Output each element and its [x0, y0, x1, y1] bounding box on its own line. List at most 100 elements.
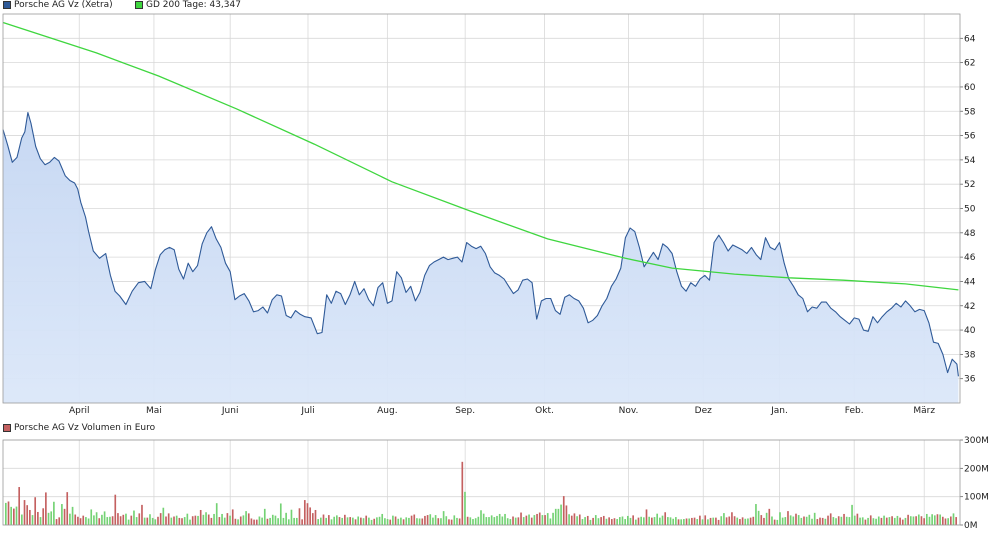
volume-bar [18, 487, 21, 525]
volume-bar [784, 517, 787, 525]
volume-bar [314, 509, 317, 525]
volume-bar [429, 514, 432, 525]
legend-volume: Porsche AG Vz Volumen in Euro [3, 423, 155, 433]
volume-bar [565, 505, 568, 525]
volume-bar [445, 516, 448, 525]
volume-bar [250, 518, 253, 525]
volume-bar [933, 515, 936, 525]
volume-y-tick-label: 300M [964, 436, 989, 446]
price-x-tick-label: April [69, 406, 90, 416]
volume-bar [605, 518, 608, 525]
volume-bar [344, 514, 346, 525]
volume-bar [95, 512, 98, 525]
volume-bar [594, 515, 597, 525]
volume-bar [530, 517, 533, 525]
volume-bar [584, 517, 586, 525]
volume-bar [888, 517, 891, 525]
volume-y-tick-label: 100M [964, 493, 989, 503]
volume-bar [909, 516, 912, 525]
volume-bar [466, 516, 469, 525]
volume-bar [101, 514, 103, 525]
volume-bar [90, 509, 93, 525]
volume-bar [218, 517, 221, 525]
volume-bar [893, 517, 896, 525]
volume-bar [880, 517, 883, 525]
volume-bar [205, 512, 207, 525]
volume-bar [853, 515, 856, 525]
volume-bar [271, 514, 274, 525]
volume-bar [568, 514, 570, 525]
volume-bar [573, 513, 576, 525]
volume-bar [183, 517, 186, 525]
price-x-tick-label: Aug. [377, 406, 397, 416]
volume-bar [10, 506, 12, 525]
volume-bar [381, 513, 384, 525]
volume-bar [677, 519, 680, 525]
volume-bar [781, 517, 784, 525]
volume-bar [352, 517, 354, 525]
volume-bar [370, 519, 373, 525]
volume-bar [912, 516, 915, 525]
volume-bar [333, 516, 335, 525]
volume-bar [7, 501, 10, 525]
price-y-tick-label: 40 [964, 326, 976, 336]
volume-bar [715, 517, 717, 525]
volume-bar [779, 512, 781, 525]
volume-bar [760, 515, 763, 525]
price-x-tick-label: Jan. [770, 406, 788, 416]
price-y-tick-label: 42 [964, 302, 975, 312]
volume-bar [955, 517, 957, 525]
volume-bar [936, 514, 939, 525]
volume-bar [626, 515, 629, 525]
volume-bar [610, 519, 613, 525]
volume-bar [442, 511, 445, 525]
volume-bar [472, 519, 474, 525]
volume-bar [765, 512, 768, 525]
volume-bar [93, 515, 95, 525]
volume-bar [941, 516, 944, 525]
volume-bar [277, 518, 279, 525]
volume-bar [55, 519, 58, 525]
volume-bar [856, 513, 859, 525]
volume-bar [512, 516, 514, 525]
volume-bar [186, 513, 189, 525]
volume-bar [231, 509, 234, 525]
volume-bar [864, 519, 867, 525]
volume-bar [146, 517, 149, 525]
volume-bar [901, 519, 904, 525]
volume-bar [26, 505, 29, 525]
volume-bar [50, 511, 53, 525]
volume-bar [61, 504, 63, 525]
volume-bar [400, 517, 402, 525]
volume-bar [522, 517, 525, 525]
volume-bar [843, 513, 845, 525]
volume-bar [37, 511, 39, 525]
volume-bar [672, 518, 675, 525]
volume-bar [149, 514, 151, 525]
price-y-tick-label: 60 [964, 83, 976, 93]
legend-gd200-swatch [135, 1, 143, 9]
volume-bar [23, 500, 26, 525]
volume-bar [517, 517, 520, 525]
volume-bar [376, 517, 378, 525]
volume-bar [875, 518, 877, 525]
volume-bar [891, 516, 893, 525]
volume-bar [549, 518, 552, 525]
volume-bar [255, 519, 258, 525]
volume-bar [803, 516, 805, 525]
volume-bar [885, 517, 888, 525]
volume-bar [752, 516, 755, 525]
legend-gd200-label: GD 200 Tage: 43,347 [146, 0, 241, 10]
volume-bar [45, 492, 47, 525]
volume-bar [490, 515, 493, 525]
volume-bar [776, 519, 779, 525]
volume-bar [669, 517, 672, 525]
volume-bar [648, 516, 650, 525]
volume-bar [613, 518, 616, 525]
volume-bar [848, 517, 851, 525]
volume-bar [360, 517, 362, 525]
volume-bar [560, 504, 562, 525]
price-y-tick-label: 36 [964, 375, 976, 385]
volume-bar [173, 516, 175, 525]
volume-bar [328, 515, 330, 525]
